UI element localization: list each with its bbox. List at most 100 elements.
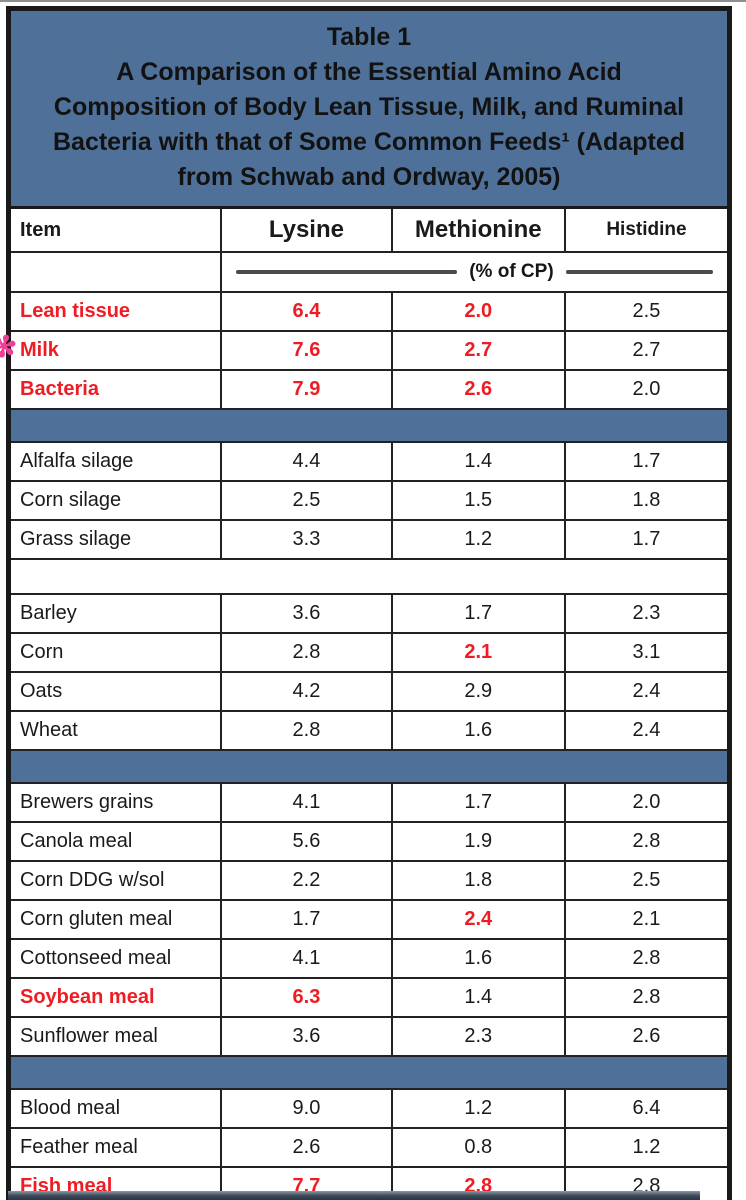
value-cell: 4.1 (222, 940, 393, 977)
value-cell: 2.2 (222, 862, 393, 899)
item-cell: Corn DDG w/sol (11, 862, 223, 899)
item-cell: Lean tissue (11, 293, 223, 330)
value-cell: 4.4 (222, 443, 393, 480)
value-cell: 2.8 (632, 947, 661, 969)
table-row: Sunflower meal 3.6 2.3 2.6 (11, 1018, 727, 1057)
value-cell: 2.1 (632, 908, 661, 930)
value-cell: 3.6 (222, 595, 393, 632)
value-cell: 7.9 (222, 371, 393, 408)
table-row: Barley 3.6 1.7 2.3 (11, 595, 727, 634)
item-cell: Corn (11, 634, 223, 671)
table-row: Corn gluten meal 1.7 2.4 2.1 (11, 901, 727, 940)
table-row: Bacteria 7.9 2.6 2.0 (11, 371, 727, 410)
item-cell: Wheat (11, 712, 223, 749)
value-cell: 1.8 (632, 489, 661, 511)
column-header-item: Item (11, 209, 223, 251)
value-cell: 2.0 (632, 791, 661, 813)
value-cell: 3.1 (632, 641, 661, 663)
table-row: Milk 7.6 2.7 2.7 (11, 332, 727, 371)
item-cell: Corn gluten meal (11, 901, 223, 938)
value-cell: 7.6 (222, 332, 393, 369)
item-cell: Alfalfa silage (11, 443, 223, 480)
table-row: Cottonseed meal 4.1 1.6 2.8 (11, 940, 727, 979)
item-cell: Bacteria (11, 371, 223, 408)
bottom-strip (8, 1191, 700, 1200)
value-cell: 2.0 (393, 293, 566, 330)
empty-separator-row (11, 560, 727, 595)
value-cell: 1.2 (393, 521, 566, 558)
value-cell: 2.7 (632, 339, 661, 361)
amino-acid-table: Table 1 A Comparison of the Essential Am… (6, 6, 732, 1200)
dash-line-right (565, 270, 713, 274)
value-cell: 2.0 (632, 378, 661, 400)
unit-span-cell: (% of CP) (222, 253, 727, 291)
table-title-line: Bacteria with that of Some Common Feeds¹… (52, 128, 685, 156)
value-cell: 0.8 (393, 1129, 566, 1166)
value-cell: 2.9 (393, 673, 566, 710)
blue-separator-row (11, 410, 727, 443)
table-row: Corn silage 2.5 1.5 1.8 (11, 482, 727, 521)
item-cell: Corn silage (11, 482, 223, 519)
item-cell: Sunflower meal (11, 1018, 223, 1055)
value-cell: 1.4 (393, 979, 566, 1016)
table-title-line: Composition of Body Lean Tissue, Milk, a… (53, 93, 685, 121)
table-body: Lean tissue 6.4 2.0 2.5 Milk 7.6 2.7 2.7 Bacteri… (11, 293, 727, 1200)
table-row: Wheat 2.8 1.6 2.4 (11, 712, 727, 751)
item-cell: Cottonseed meal (11, 940, 223, 977)
value-cell: 2.7 (393, 332, 566, 369)
value-cell: 4.2 (222, 673, 393, 710)
value-cell: 2.1 (393, 634, 566, 671)
column-header-histidine: Histidine (606, 219, 687, 240)
value-cell: 1.5 (393, 482, 566, 519)
unit-row-empty-cell (11, 253, 223, 291)
table-row: Corn 2.8 2.1 3.1 (11, 634, 727, 673)
item-cell: Soybean meal (11, 979, 223, 1016)
table-row: Lean tissue 6.4 2.0 2.5 (11, 293, 727, 332)
value-cell: 2.5 (632, 300, 661, 322)
value-cell: 5.6 (222, 823, 393, 860)
item-cell: Blood meal (11, 1090, 223, 1127)
value-cell: 1.7 (222, 901, 393, 938)
value-cell: 2.4 (632, 680, 661, 702)
item-cell: Brewers grains (11, 784, 223, 821)
value-cell: 2.8 (632, 830, 661, 852)
value-cell: 6.3 (222, 979, 393, 1016)
value-cell: 2.6 (632, 1025, 661, 1047)
item-cell: Barley (11, 595, 223, 632)
value-cell: 1.7 (393, 784, 566, 821)
column-header-methionine: Methionine (393, 209, 566, 251)
value-cell: 2.4 (393, 901, 566, 938)
value-cell: 2.8 (222, 634, 393, 671)
value-cell: 9.0 (222, 1090, 393, 1127)
value-cell: 1.7 (632, 450, 661, 472)
value-cell: 1.8 (393, 862, 566, 899)
value-cell: 2.8 (632, 986, 661, 1008)
item-cell: Feather meal (11, 1129, 223, 1166)
value-cell: 4.1 (222, 784, 393, 821)
value-cell: 2.5 (222, 482, 393, 519)
unit-label: (% of CP) (469, 261, 554, 282)
table-row: Oats 4.2 2.9 2.4 (11, 673, 727, 712)
table-title-line: A Comparison of the Essential Amino Acid (116, 58, 622, 86)
value-cell: 2.6 (393, 371, 566, 408)
value-cell: 1.7 (393, 595, 566, 632)
value-cell: 1.7 (632, 528, 661, 550)
top-edge-line (0, 0, 746, 2)
table-title-line: Table 1 (326, 23, 412, 51)
dash-line-left (236, 270, 458, 274)
value-cell: 2.5 (632, 869, 661, 891)
table-row: Canola meal 5.6 1.9 2.8 (11, 823, 727, 862)
column-header-lysine: Lysine (222, 209, 393, 251)
value-cell: 1.4 (393, 443, 566, 480)
item-cell: Oats (11, 673, 223, 710)
table-row: Grass silage 3.3 1.2 1.7 (11, 521, 727, 560)
value-cell: 1.6 (393, 712, 566, 749)
blue-separator-row (11, 751, 727, 784)
value-cell: 6.4 (222, 293, 393, 330)
table-row: Alfalfa silage 4.4 1.4 1.7 (11, 443, 727, 482)
value-cell: 2.6 (222, 1129, 393, 1166)
value-cell: 1.2 (393, 1090, 566, 1127)
value-cell: 1.9 (393, 823, 566, 860)
item-cell: Canola meal (11, 823, 223, 860)
value-cell: 1.6 (393, 940, 566, 977)
